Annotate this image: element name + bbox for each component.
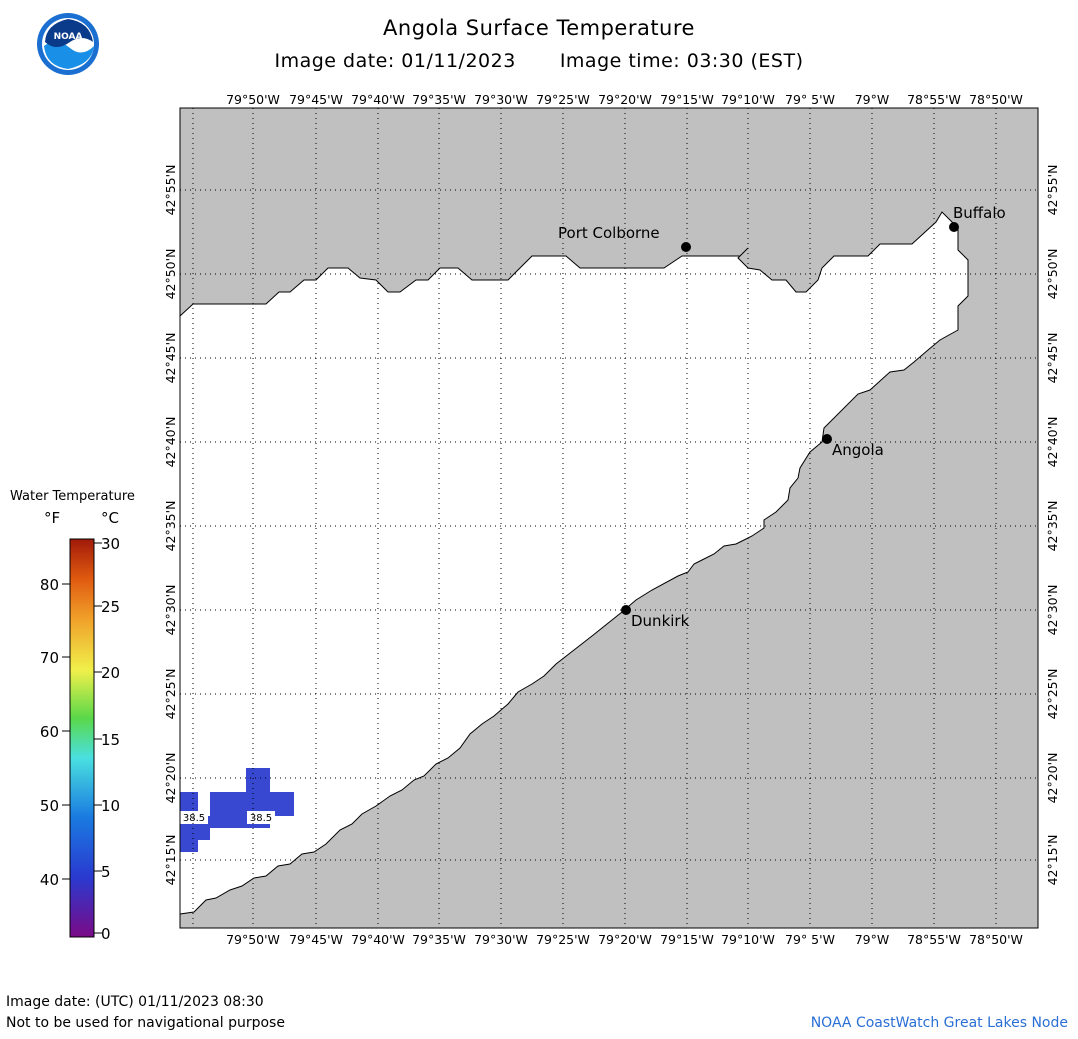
lon-label: 79°15'W bbox=[660, 932, 714, 947]
lon-label: 79°15'W bbox=[660, 92, 714, 107]
temperature-readings: 38.5 38.5 bbox=[180, 811, 275, 824]
angola-marker bbox=[822, 434, 832, 444]
lon-label: 79°35'W bbox=[412, 932, 466, 947]
colorbar: Water Temperature °F °C 80 70 60 50 40 bbox=[10, 489, 135, 943]
buffalo-marker bbox=[949, 222, 959, 232]
temp-reading: 38.5 bbox=[183, 813, 205, 824]
lon-label: 79°W bbox=[855, 92, 890, 107]
colorbar-c-label: 10 bbox=[101, 797, 120, 815]
lon-label: 79°50'W bbox=[226, 92, 280, 107]
lon-label: 79°20'W bbox=[598, 932, 652, 947]
image-date-label: Image date: 01/11/2023 bbox=[274, 50, 516, 72]
lat-labels-right: 42°55'N 42°50'N 42°45'N 42°40'N 42°35'N … bbox=[1045, 165, 1060, 886]
lat-label: 42°20'N bbox=[163, 753, 178, 804]
temp-cell bbox=[210, 792, 246, 828]
footer-utc-date: Image date: (UTC) 01/11/2023 08:30 bbox=[6, 994, 264, 1010]
lat-label: 42°35'N bbox=[163, 501, 178, 552]
image-time-label: Image time: 03:30 (EST) bbox=[559, 50, 804, 72]
buffalo-label: Buffalo bbox=[953, 204, 1006, 222]
lon-labels-top: 79°50'W 79°45'W 79°40'W 79°35'W 79°30'W … bbox=[226, 92, 1023, 107]
temp-reading: 38.5 bbox=[250, 813, 272, 824]
footer-navigation-note: Not to be used for navigational purpose bbox=[6, 1015, 285, 1031]
colorbar-gradient bbox=[69, 538, 95, 938]
dunkirk-label: Dunkirk bbox=[631, 612, 690, 630]
lat-label: 42°20'N bbox=[1045, 753, 1060, 804]
lat-label: 42°45'N bbox=[1045, 333, 1060, 384]
colorbar-c-label: 0 bbox=[101, 925, 111, 943]
lon-label: 79°50'W bbox=[226, 932, 280, 947]
lat-label: 42°40'N bbox=[163, 417, 178, 468]
lat-label: 42°50'N bbox=[163, 249, 178, 300]
dunkirk-marker bbox=[621, 605, 631, 615]
temp-label-bg bbox=[180, 811, 208, 824]
lon-label: 79°W bbox=[855, 932, 890, 947]
colorbar-f-label: 50 bbox=[40, 797, 59, 815]
lon-label: 78°55'W bbox=[907, 92, 961, 107]
colorbar-f-label: 80 bbox=[40, 576, 59, 594]
lat-label: 42°25'N bbox=[1045, 669, 1060, 720]
colorbar-f-label: 40 bbox=[40, 871, 59, 889]
lon-label: 79°25'W bbox=[536, 932, 590, 947]
colorbar-f-ticks bbox=[62, 583, 70, 880]
temp-label-bg bbox=[247, 811, 275, 824]
lon-label: 78°50'W bbox=[969, 932, 1023, 947]
graticule bbox=[180, 108, 1038, 928]
logo-text: NOAA bbox=[54, 32, 83, 42]
colorbar-f-label: 60 bbox=[40, 723, 59, 741]
lon-label: 79°35'W bbox=[412, 92, 466, 107]
lon-label: 79°10'W bbox=[721, 932, 775, 947]
lat-label: 42°30'N bbox=[1045, 585, 1060, 636]
colorbar-c-label: 25 bbox=[101, 598, 120, 616]
lat-label: 42°15'N bbox=[163, 835, 178, 886]
port-colborne-label: Port Colborne bbox=[558, 224, 660, 242]
lat-label: 42°40'N bbox=[1045, 417, 1060, 468]
colorbar-c-label: 20 bbox=[101, 664, 120, 682]
lon-label: 78°50'W bbox=[969, 92, 1023, 107]
colorbar-f-label: 70 bbox=[40, 649, 59, 667]
lon-label: 79°40'W bbox=[351, 932, 405, 947]
footer-credit: NOAA CoastWatch Great Lakes Node bbox=[810, 1015, 1068, 1031]
lon-labels-bottom: 79°50'W 79°45'W 79°40'W 79°35'W 79°30'W … bbox=[226, 932, 1023, 947]
colorbar-c-labels: 30 25 20 15 10 5 0 bbox=[101, 535, 120, 943]
angola-label: Angola bbox=[832, 441, 884, 459]
lon-label: 79°20'W bbox=[598, 92, 652, 107]
colorbar-c-label: 15 bbox=[101, 731, 120, 749]
lon-label: 79°10'W bbox=[721, 92, 775, 107]
map-subtitle: Image date: 01/11/2023 Image time: 03:30 … bbox=[0, 50, 1078, 72]
colorbar-unit-f: °F bbox=[44, 509, 60, 527]
lon-label: 79°25'W bbox=[536, 92, 590, 107]
noaa-logo-icon: NOAA bbox=[37, 13, 99, 75]
lat-labels-left: 42°55'N 42°50'N 42°45'N 42°40'N 42°35'N … bbox=[163, 165, 178, 886]
port-colborne-marker bbox=[681, 242, 691, 252]
lat-label: 42°25'N bbox=[163, 669, 178, 720]
lat-label: 42°55'N bbox=[1045, 165, 1060, 216]
colorbar-f-labels: 80 70 60 50 40 bbox=[40, 576, 59, 889]
lon-label: 78°55'W bbox=[907, 932, 961, 947]
place-markers: Port Colborne Buffalo Angola Dunkirk bbox=[558, 204, 1006, 630]
lat-label: 42°50'N bbox=[1045, 249, 1060, 300]
colorbar-c-ticks bbox=[94, 542, 102, 934]
lon-label: 79° 5'W bbox=[785, 92, 835, 107]
lon-label: 79°30'W bbox=[474, 92, 528, 107]
lon-label: 79°30'W bbox=[474, 932, 528, 947]
lon-label: 79°40'W bbox=[351, 92, 405, 107]
colorbar-title: Water Temperature bbox=[10, 489, 135, 504]
map-title: Angola Surface Temperature bbox=[383, 16, 695, 40]
colorbar-unit-c: °C bbox=[101, 509, 119, 527]
colorbar-c-label: 30 bbox=[101, 535, 120, 553]
lon-label: 79°45'W bbox=[289, 932, 343, 947]
lat-label: 42°30'N bbox=[163, 585, 178, 636]
lat-label: 42°55'N bbox=[163, 165, 178, 216]
lat-label: 42°45'N bbox=[163, 333, 178, 384]
lat-label: 42°15'N bbox=[1045, 835, 1060, 886]
lon-label: 79° 5'W bbox=[785, 932, 835, 947]
map-frame bbox=[179, 107, 1039, 929]
lake-erie-water bbox=[179, 211, 969, 915]
lon-label: 79°45'W bbox=[289, 92, 343, 107]
colorbar-c-label: 5 bbox=[101, 863, 111, 881]
lat-label: 42°35'N bbox=[1045, 501, 1060, 552]
